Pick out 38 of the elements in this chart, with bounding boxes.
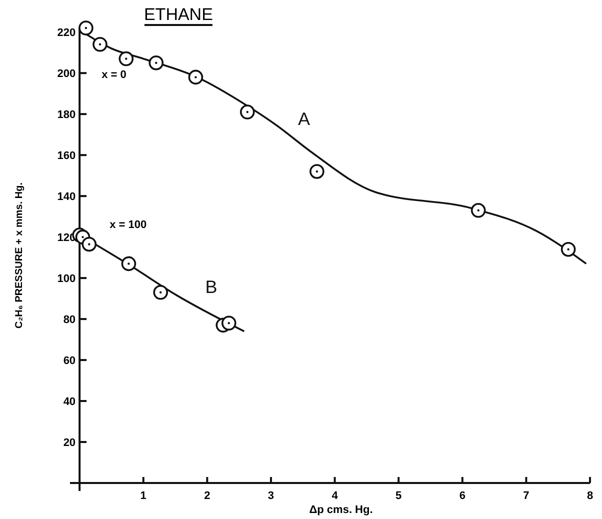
- y-tick-label: 40: [63, 396, 76, 408]
- point: [148, 55, 164, 70]
- x-tick-label: 1: [140, 490, 146, 502]
- annotation: x = 0: [102, 68, 126, 81]
- chart-title: ETHANE: [144, 5, 213, 24]
- y-tick-label: 60: [63, 355, 76, 368]
- point: [78, 20, 94, 36]
- series-label: B: [205, 277, 218, 298]
- x-tick-label: 4: [332, 490, 339, 502]
- y-tick-label: 220: [57, 27, 76, 40]
- y-tick-label: 80: [63, 314, 76, 326]
- y-tick-label: 200: [57, 68, 76, 80]
- y-axis-title: C₂H₆ PRESSURE + x mms. Hg.: [14, 182, 25, 328]
- point: [470, 203, 486, 218]
- x-tick-label: 6: [459, 490, 466, 502]
- point: [153, 284, 168, 300]
- y-tick-label: 140: [57, 191, 76, 204]
- point: [221, 316, 236, 331]
- point: [560, 242, 576, 257]
- y-tick-label: 160: [57, 150, 76, 162]
- x-tick-label: 5: [396, 490, 402, 502]
- y-tick-label: 20: [63, 437, 76, 450]
- point: [121, 256, 136, 272]
- point: [82, 236, 97, 252]
- series-label: A: [298, 109, 310, 130]
- x-tick-label: 3: [268, 490, 274, 502]
- x-tick-label: 8: [586, 490, 594, 502]
- point: [240, 104, 255, 120]
- x-tick-label: 2: [204, 490, 210, 502]
- annotation: x = 100: [110, 218, 147, 231]
- x-tick-label: 7: [523, 490, 530, 502]
- point: [310, 164, 324, 179]
- y-tick-label: 100: [57, 273, 76, 286]
- x-axis-title: Δp cms. Hg.: [309, 504, 373, 516]
- point: [118, 51, 134, 66]
- point: [92, 36, 108, 52]
- point: [188, 70, 204, 85]
- y-tick-label: 180: [57, 109, 76, 122]
